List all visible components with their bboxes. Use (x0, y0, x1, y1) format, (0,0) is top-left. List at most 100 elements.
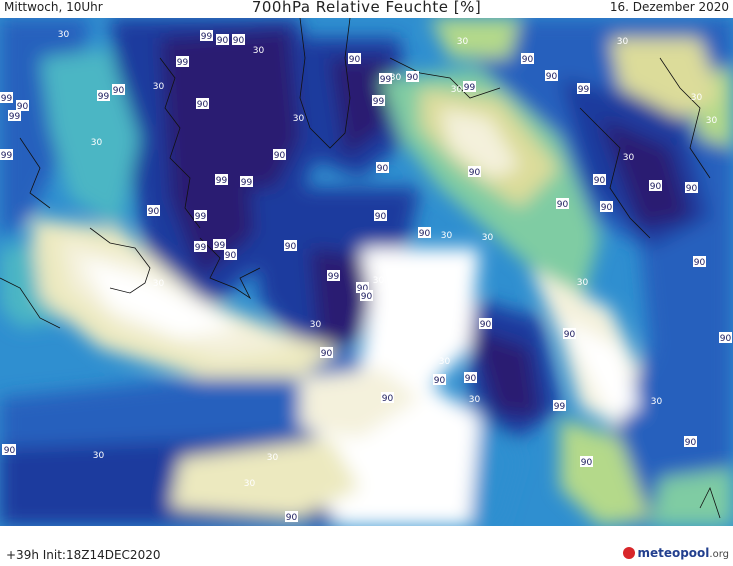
contour-label: 30 (451, 85, 463, 95)
contour-label: 30 (691, 93, 703, 103)
contour-label: 30 (469, 395, 481, 405)
contour-label-box (356, 282, 369, 293)
contour-label: 99 (464, 83, 476, 93)
contour-label-box (693, 256, 706, 267)
contour-label: 90 (557, 200, 569, 210)
contour-label-box (0, 92, 13, 103)
contour-label-box (468, 166, 481, 177)
contour-label-box (563, 328, 576, 339)
contour-label: 99 (214, 241, 226, 251)
contour-label-box (381, 392, 394, 403)
contour-label: 90 (217, 36, 229, 46)
contour-label-box (374, 210, 387, 221)
contour-label: 90 (564, 330, 576, 340)
contour-label-box (284, 240, 297, 251)
contour-label-box (147, 205, 160, 216)
contour-label: 99 (195, 243, 207, 253)
contour-label-box (406, 71, 419, 82)
contour-label: 30 (623, 153, 635, 163)
contour-label-box (196, 98, 209, 109)
contour-label: 30 (390, 73, 402, 83)
contour-label: 99 (1, 151, 13, 161)
contour-label: 99 (328, 272, 340, 282)
contour-label: 30 (617, 37, 629, 47)
contour-label: 90 (286, 513, 298, 523)
contour-label: 90 (581, 458, 593, 468)
contour-label: 99 (177, 58, 189, 68)
contour-label: 90 (720, 334, 732, 344)
contour-label-box (16, 100, 29, 111)
contour-label: 30 (58, 30, 70, 40)
contour-label: 90 (233, 36, 245, 46)
contour-label: 90 (546, 72, 558, 82)
contour-label: 99 (98, 92, 110, 102)
contour-label: 90 (148, 207, 160, 217)
forecast-date: 16. Dezember 2020 (609, 0, 729, 14)
contour-label-box (112, 84, 125, 95)
footer-bar: +39h Init:18Z14DEC2020 meteopool.org (0, 526, 733, 566)
contour-label: 99 (554, 402, 566, 412)
contour-label: 99 (216, 176, 228, 186)
contour-label-box (685, 182, 698, 193)
contour-label: 99 (201, 32, 213, 42)
contour-label-box (593, 174, 606, 185)
contour-label: 99 (241, 178, 253, 188)
contour-label-box (97, 90, 110, 101)
contour-label: 90 (113, 86, 125, 96)
contour-label-box (0, 149, 13, 160)
contour-label: 30 (373, 276, 385, 286)
contour-label-box (521, 53, 534, 64)
contour-label-box (348, 53, 361, 64)
contour-label: 30 (441, 231, 453, 241)
contour-label-box (8, 110, 21, 121)
contour-label: 90 (285, 242, 297, 252)
contour-label-box (176, 56, 189, 67)
contour-label-box (580, 456, 593, 467)
contour-label: 99 (380, 75, 392, 85)
contour-label-box (418, 227, 431, 238)
contour-label: 30 (253, 46, 265, 56)
contour-label: 30 (457, 37, 469, 47)
contour-label-box (684, 436, 697, 447)
contour-label-box (360, 290, 373, 301)
contour-label: 30 (439, 357, 451, 367)
contour-label-box (545, 70, 558, 81)
contour-label-box (464, 372, 477, 383)
contour-label: 90 (349, 55, 361, 65)
contour-label: 30 (482, 233, 494, 243)
meteopool-logo[interactable]: meteopool.org (623, 546, 729, 560)
contour-label: 30 (244, 479, 256, 489)
contour-label-box (479, 318, 492, 329)
contour-label: 90 (377, 164, 389, 174)
contour-label: 30 (267, 453, 279, 463)
contour-label-box (463, 81, 476, 92)
contour-label-box (216, 34, 229, 45)
contour-label-box (194, 210, 207, 221)
forecast-weekday: Mittwoch, 10Uhr (4, 0, 103, 14)
contour-label: 30 (651, 397, 663, 407)
contour-label: 90 (361, 292, 373, 302)
contour-label: 90 (375, 212, 387, 222)
contour-label: 90 (694, 258, 706, 268)
contour-label-box (577, 83, 590, 94)
contour-label-box (556, 198, 569, 209)
contour-label: 90 (407, 73, 419, 83)
contour-label-box (600, 201, 613, 212)
contour-label: 99 (1, 94, 13, 104)
contour-label: 30 (706, 116, 718, 126)
logo-text: meteopool (637, 546, 710, 560)
contour-label: 30 (91, 138, 103, 148)
contour-label-box (719, 332, 732, 343)
contour-label: 99 (9, 112, 21, 122)
contour-label: 30 (153, 82, 165, 92)
contour-label: 90 (197, 100, 209, 110)
contour-label: 90 (434, 376, 446, 386)
contour-label-box (240, 176, 253, 187)
contour-label-box (376, 162, 389, 173)
humidity-field (0, 18, 733, 526)
contour-label-box (320, 347, 333, 358)
contour-label: 90 (469, 168, 481, 178)
contour-label-box (273, 149, 286, 160)
